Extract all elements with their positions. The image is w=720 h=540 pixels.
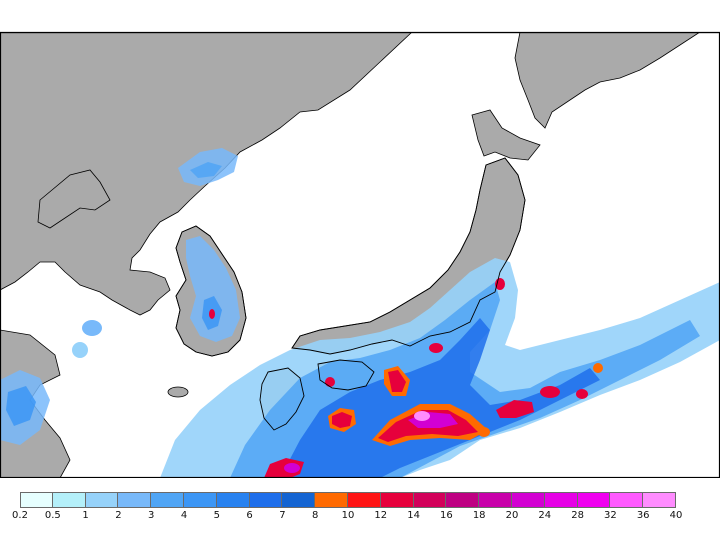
precip-west-core [6,386,36,426]
legend-swatch [282,493,316,507]
legend-tick-label: 5 [213,510,220,521]
legend-tick-label: 18 [472,510,486,521]
legend-swatch [151,493,184,507]
legend-tick-label: 1 [82,510,89,521]
legend-swatch [610,493,644,507]
precip-north-core [190,162,222,178]
color-scale-legend: 0.2 0.5 1 2 3 4 5 6 7 8 10 12 14 16 18 20 24 28 32 36 40 [0,486,720,526]
precip-red-kyushu-core [332,412,352,428]
precip-speck-1 [82,320,102,336]
legend-swatch [20,493,53,507]
legend-swatch [315,493,348,507]
legend-swatch [85,493,119,507]
coast-korea [175,225,247,357]
precip-red-orange-1 [478,427,490,437]
jeju-island [167,386,189,398]
legend-swatch [511,493,545,507]
liaodong-peninsula [37,169,111,229]
legend-swatch [249,493,283,507]
legend-tick-label: 4 [180,510,188,521]
legend-swatch [380,493,414,507]
legend-tick-label: 16 [440,510,453,521]
precip-red-honshu-1 [429,343,443,353]
legend-swatch [413,493,447,507]
legend-swatch [118,493,152,507]
legend-swatch [52,493,86,507]
legend-swatch [544,493,578,507]
legend-color-bar [20,492,676,508]
hokkaido [471,109,541,161]
top-margin [0,0,720,32]
precipitation-map [0,0,720,478]
precip-red-east-1 [496,400,534,418]
legend-tick-label: 2 [115,510,122,521]
precip-red-shikoku-core [388,370,406,392]
coastline-layer [175,157,526,431]
legend-tick-label: 0.5 [44,510,61,521]
precipitation-layer [0,148,720,478]
legend-tick-label: 24 [538,510,552,521]
coast-kyushu [259,367,305,431]
legend-swatch [216,493,250,507]
precip-korea [186,236,240,342]
precip-red-honshu-2 [495,278,505,290]
coast-shikoku [317,359,375,391]
legend-tick-label: 28 [571,510,584,521]
legend-swatch [183,493,217,507]
precip-magenta-south [284,463,300,473]
precip-orange-east-4 [593,363,603,373]
map-canvas [0,0,720,478]
legend-swatch [643,493,676,507]
legend-tick-label: 14 [407,510,420,521]
precip-red-east-3 [576,389,588,399]
legend-tick-label: 40 [669,510,683,521]
precip-red-honshu-3 [325,377,335,387]
legend-swatch [479,493,512,507]
legend-swatch [577,493,611,507]
legend-tick-label: 12 [374,510,388,521]
russia-far-east [514,31,702,129]
precip-red-east-2 [540,386,560,398]
legend-tick-label: 10 [341,510,355,521]
legend-tick-label: 0.2 [12,510,28,521]
legend-swatch [347,493,381,507]
coast-honshu [291,157,526,355]
precip-red-korea [209,309,215,319]
legend-tick-label: 8 [312,510,319,521]
precip-pink-center [414,411,430,421]
legend-tick-label: 3 [148,510,155,521]
legend-tick-label: 32 [604,510,617,521]
precip-speck-2 [72,342,88,358]
legend-tick-label: 20 [505,510,519,521]
legend-swatch [446,493,480,507]
legend-tick-label: 7 [279,510,286,521]
legend-tick-label: 6 [246,510,253,521]
precip-band-dark [280,318,600,478]
legend-tick-label: 36 [636,510,650,521]
